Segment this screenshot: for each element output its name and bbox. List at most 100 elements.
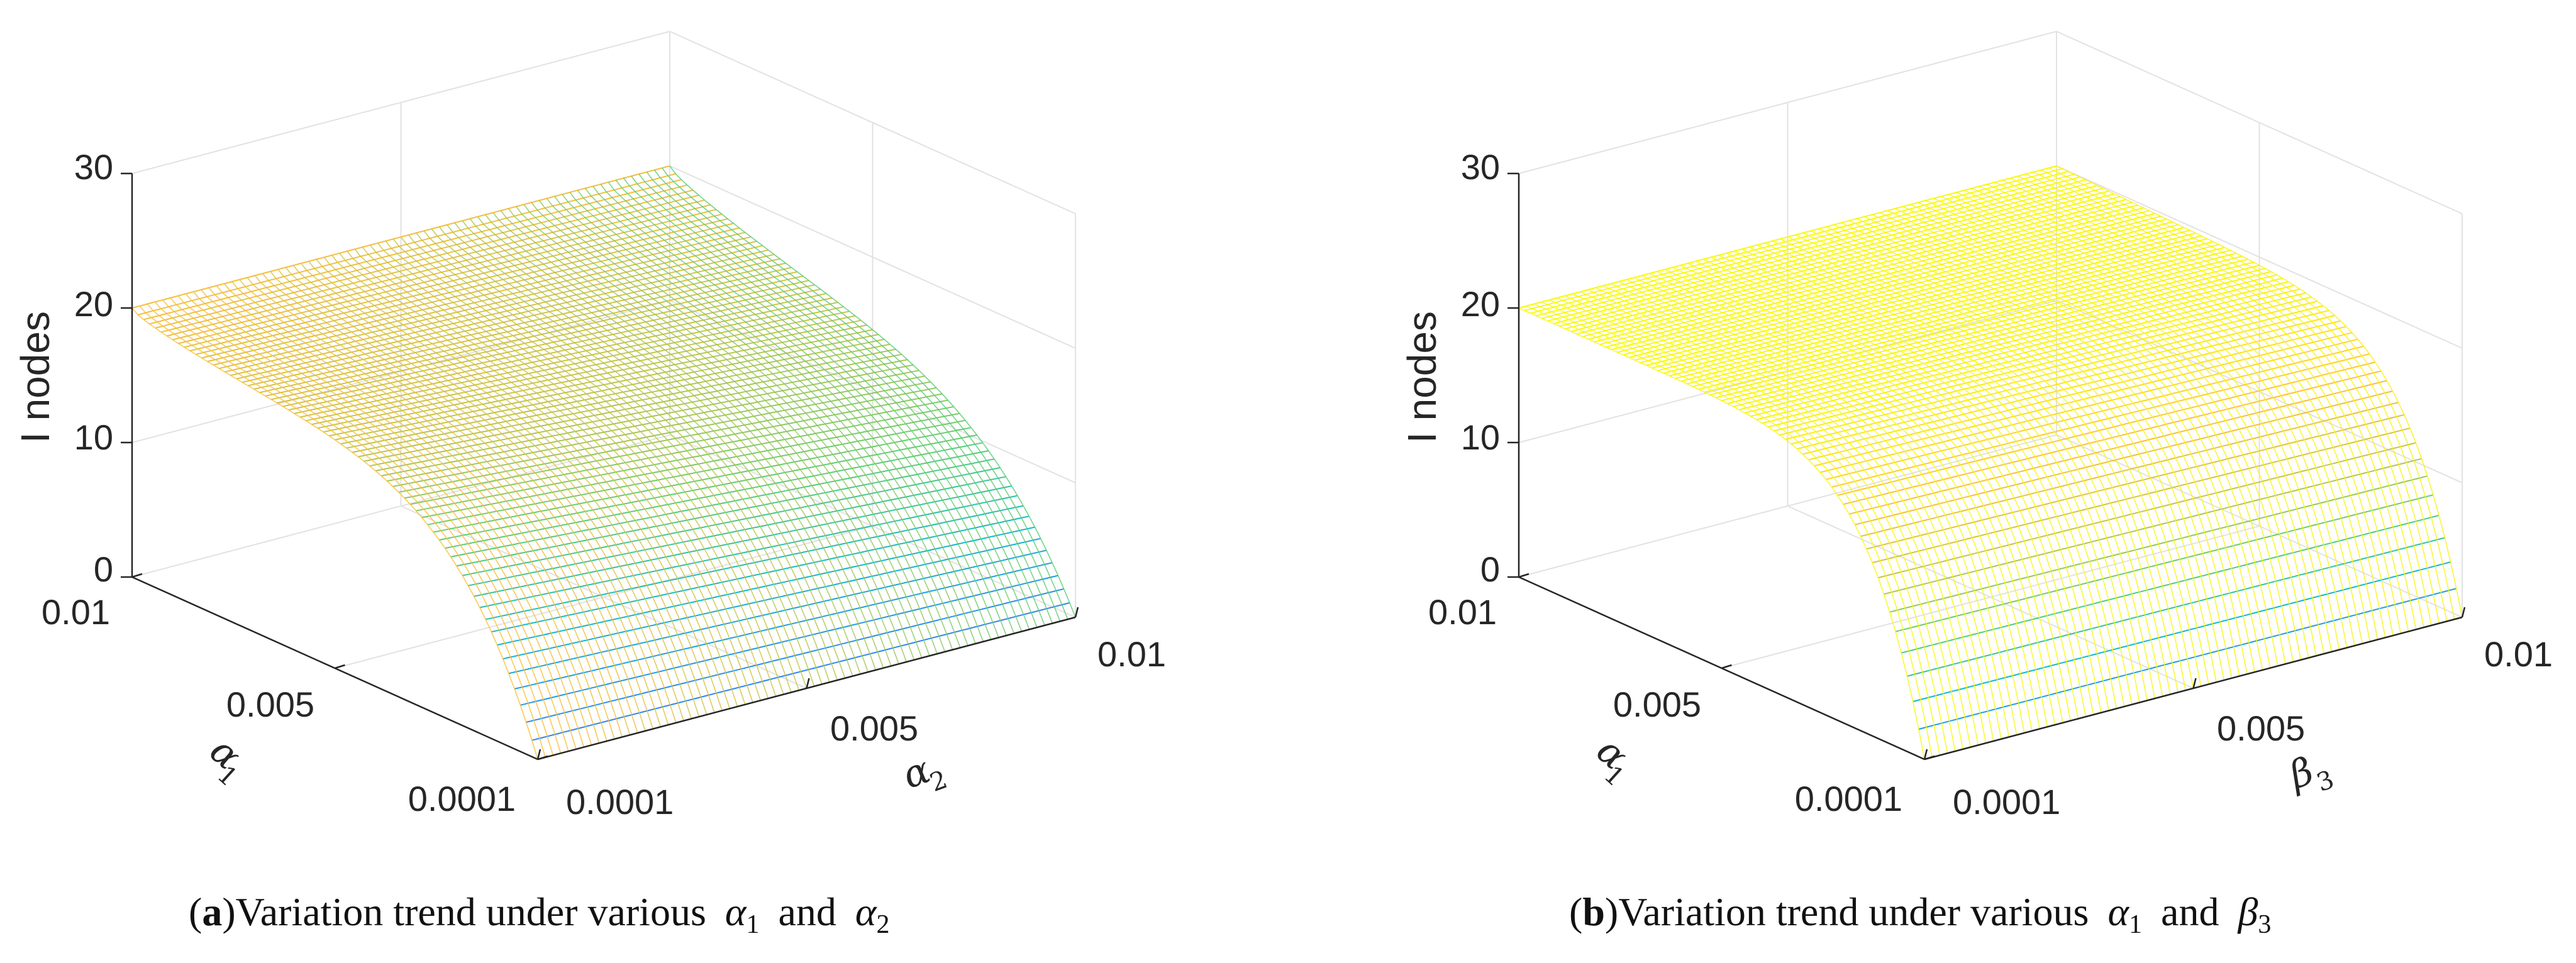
surface-line	[492, 212, 899, 664]
surface-line	[1764, 242, 2171, 695]
surface-line	[208, 287, 615, 739]
x-tick-0.0001-b: 0.0001	[1795, 779, 1902, 818]
x-tick-0.01-a: 0.01	[42, 592, 110, 632]
surface-line	[316, 258, 723, 711]
z-tick-0-b: 0	[1480, 549, 1500, 589]
surface-line	[431, 228, 838, 681]
surface-line	[131, 307, 538, 760]
surface-line	[285, 267, 692, 719]
surface-line	[1802, 232, 2209, 685]
surface-line	[254, 275, 662, 727]
surface-line	[584, 188, 992, 640]
svg-text:(a)Variation trend under vario: (a)Variation trend under various α1 and …	[189, 889, 889, 942]
y-tick-0.005-a: 0.005	[830, 708, 918, 748]
x-tick-0.0001-a: 0.0001	[408, 779, 516, 818]
grid-line	[1787, 505, 2194, 689]
surface-line	[1979, 185, 2386, 638]
surface-line	[1864, 216, 2271, 668]
surface-line	[1718, 255, 2125, 707]
surface-line	[516, 206, 923, 658]
panel-a: 0 10 20 30 I nodes 0.01 0.005 0.0001 α 1…	[13, 31, 1166, 942]
surface-line	[2010, 177, 2417, 630]
z-tick-10-a: 10	[74, 417, 113, 457]
surface-line	[608, 182, 1015, 634]
surface-line	[147, 303, 554, 756]
surface-line	[239, 279, 646, 732]
z-tick-30-b: 30	[1461, 147, 1500, 187]
surface-line	[1918, 202, 2324, 654]
axes-lines-b	[1507, 172, 2466, 761]
surface-line	[1587, 289, 1994, 742]
surface-line	[1872, 214, 2279, 666]
surface-line	[193, 291, 600, 744]
x-tick	[537, 755, 548, 761]
surface-line	[1741, 248, 2148, 701]
surface-line	[1772, 240, 2179, 693]
surface-b	[1518, 165, 2463, 760]
y-tick	[536, 749, 541, 760]
surface-line	[1572, 293, 1979, 746]
surface-line	[408, 234, 815, 687]
surface-line	[1633, 277, 2040, 729]
surface-line	[538, 200, 946, 652]
surface-line	[600, 184, 1007, 636]
surface-line	[154, 301, 562, 754]
caption-and-b: and	[2161, 889, 2219, 934]
x-axis-label-b: α 1	[1588, 729, 1636, 792]
surface-line	[1564, 295, 1972, 747]
surface-line	[292, 265, 700, 717]
x-tick-0.005-a: 0.005	[226, 685, 314, 724]
surface-line	[1757, 245, 2163, 697]
surface-line	[1833, 224, 2240, 676]
surface-line	[477, 216, 884, 668]
y-axis-sub-a: 2	[926, 765, 952, 798]
surface-line	[270, 271, 677, 724]
surface-line	[2002, 179, 2409, 632]
surface-line	[638, 173, 1045, 626]
surface-line	[454, 222, 861, 674]
axes-lines-a	[121, 172, 1079, 761]
surface-line	[1902, 206, 2309, 658]
surface-line	[177, 295, 585, 747]
surface-line	[2025, 173, 2432, 626]
surface-line	[1603, 285, 2010, 737]
surface-line	[646, 172, 1053, 624]
z-axis-label-b: I nodes	[1399, 311, 1445, 443]
surface-line	[1933, 197, 2340, 650]
caption-sub2-b: 3	[2258, 910, 2271, 939]
surface-line	[554, 195, 961, 648]
surface-line	[1541, 301, 1948, 754]
caption-label-a: a	[202, 889, 222, 934]
surface-line	[1680, 265, 2087, 717]
surface-line	[231, 281, 638, 734]
surface-line	[546, 198, 953, 650]
surface-line	[577, 190, 984, 642]
y-tick	[2461, 607, 2466, 618]
surface-line	[1534, 303, 1941, 756]
surface-line	[1711, 256, 2118, 709]
surface-line	[1795, 234, 2202, 686]
surface-line	[662, 167, 1069, 620]
surface-line	[162, 299, 569, 752]
surface-line	[1526, 305, 1933, 757]
surface-line	[423, 230, 830, 683]
surface-line	[1787, 236, 2194, 689]
surface-line	[1987, 184, 2394, 636]
caption-text-a: Variation trend under various	[236, 889, 706, 934]
surface-line	[308, 261, 715, 713]
caption-text-b: Variation trend under various	[1618, 889, 2089, 934]
y-axis-label-b: β 3	[2282, 749, 2338, 798]
surface-line	[1779, 238, 2187, 691]
surface-line	[631, 175, 1038, 628]
surface-line	[216, 285, 623, 737]
surface-line	[1841, 222, 2248, 674]
caption-sym1-a: α	[725, 889, 747, 934]
z-tick-20-b: 20	[1461, 284, 1500, 324]
grid-line	[401, 505, 807, 689]
surface-line	[323, 256, 731, 709]
caption-paren-close-a: )	[222, 889, 235, 934]
x-tick	[335, 664, 345, 669]
x-tick-0.005-b: 0.005	[1613, 685, 1701, 724]
surface-line	[562, 194, 969, 646]
